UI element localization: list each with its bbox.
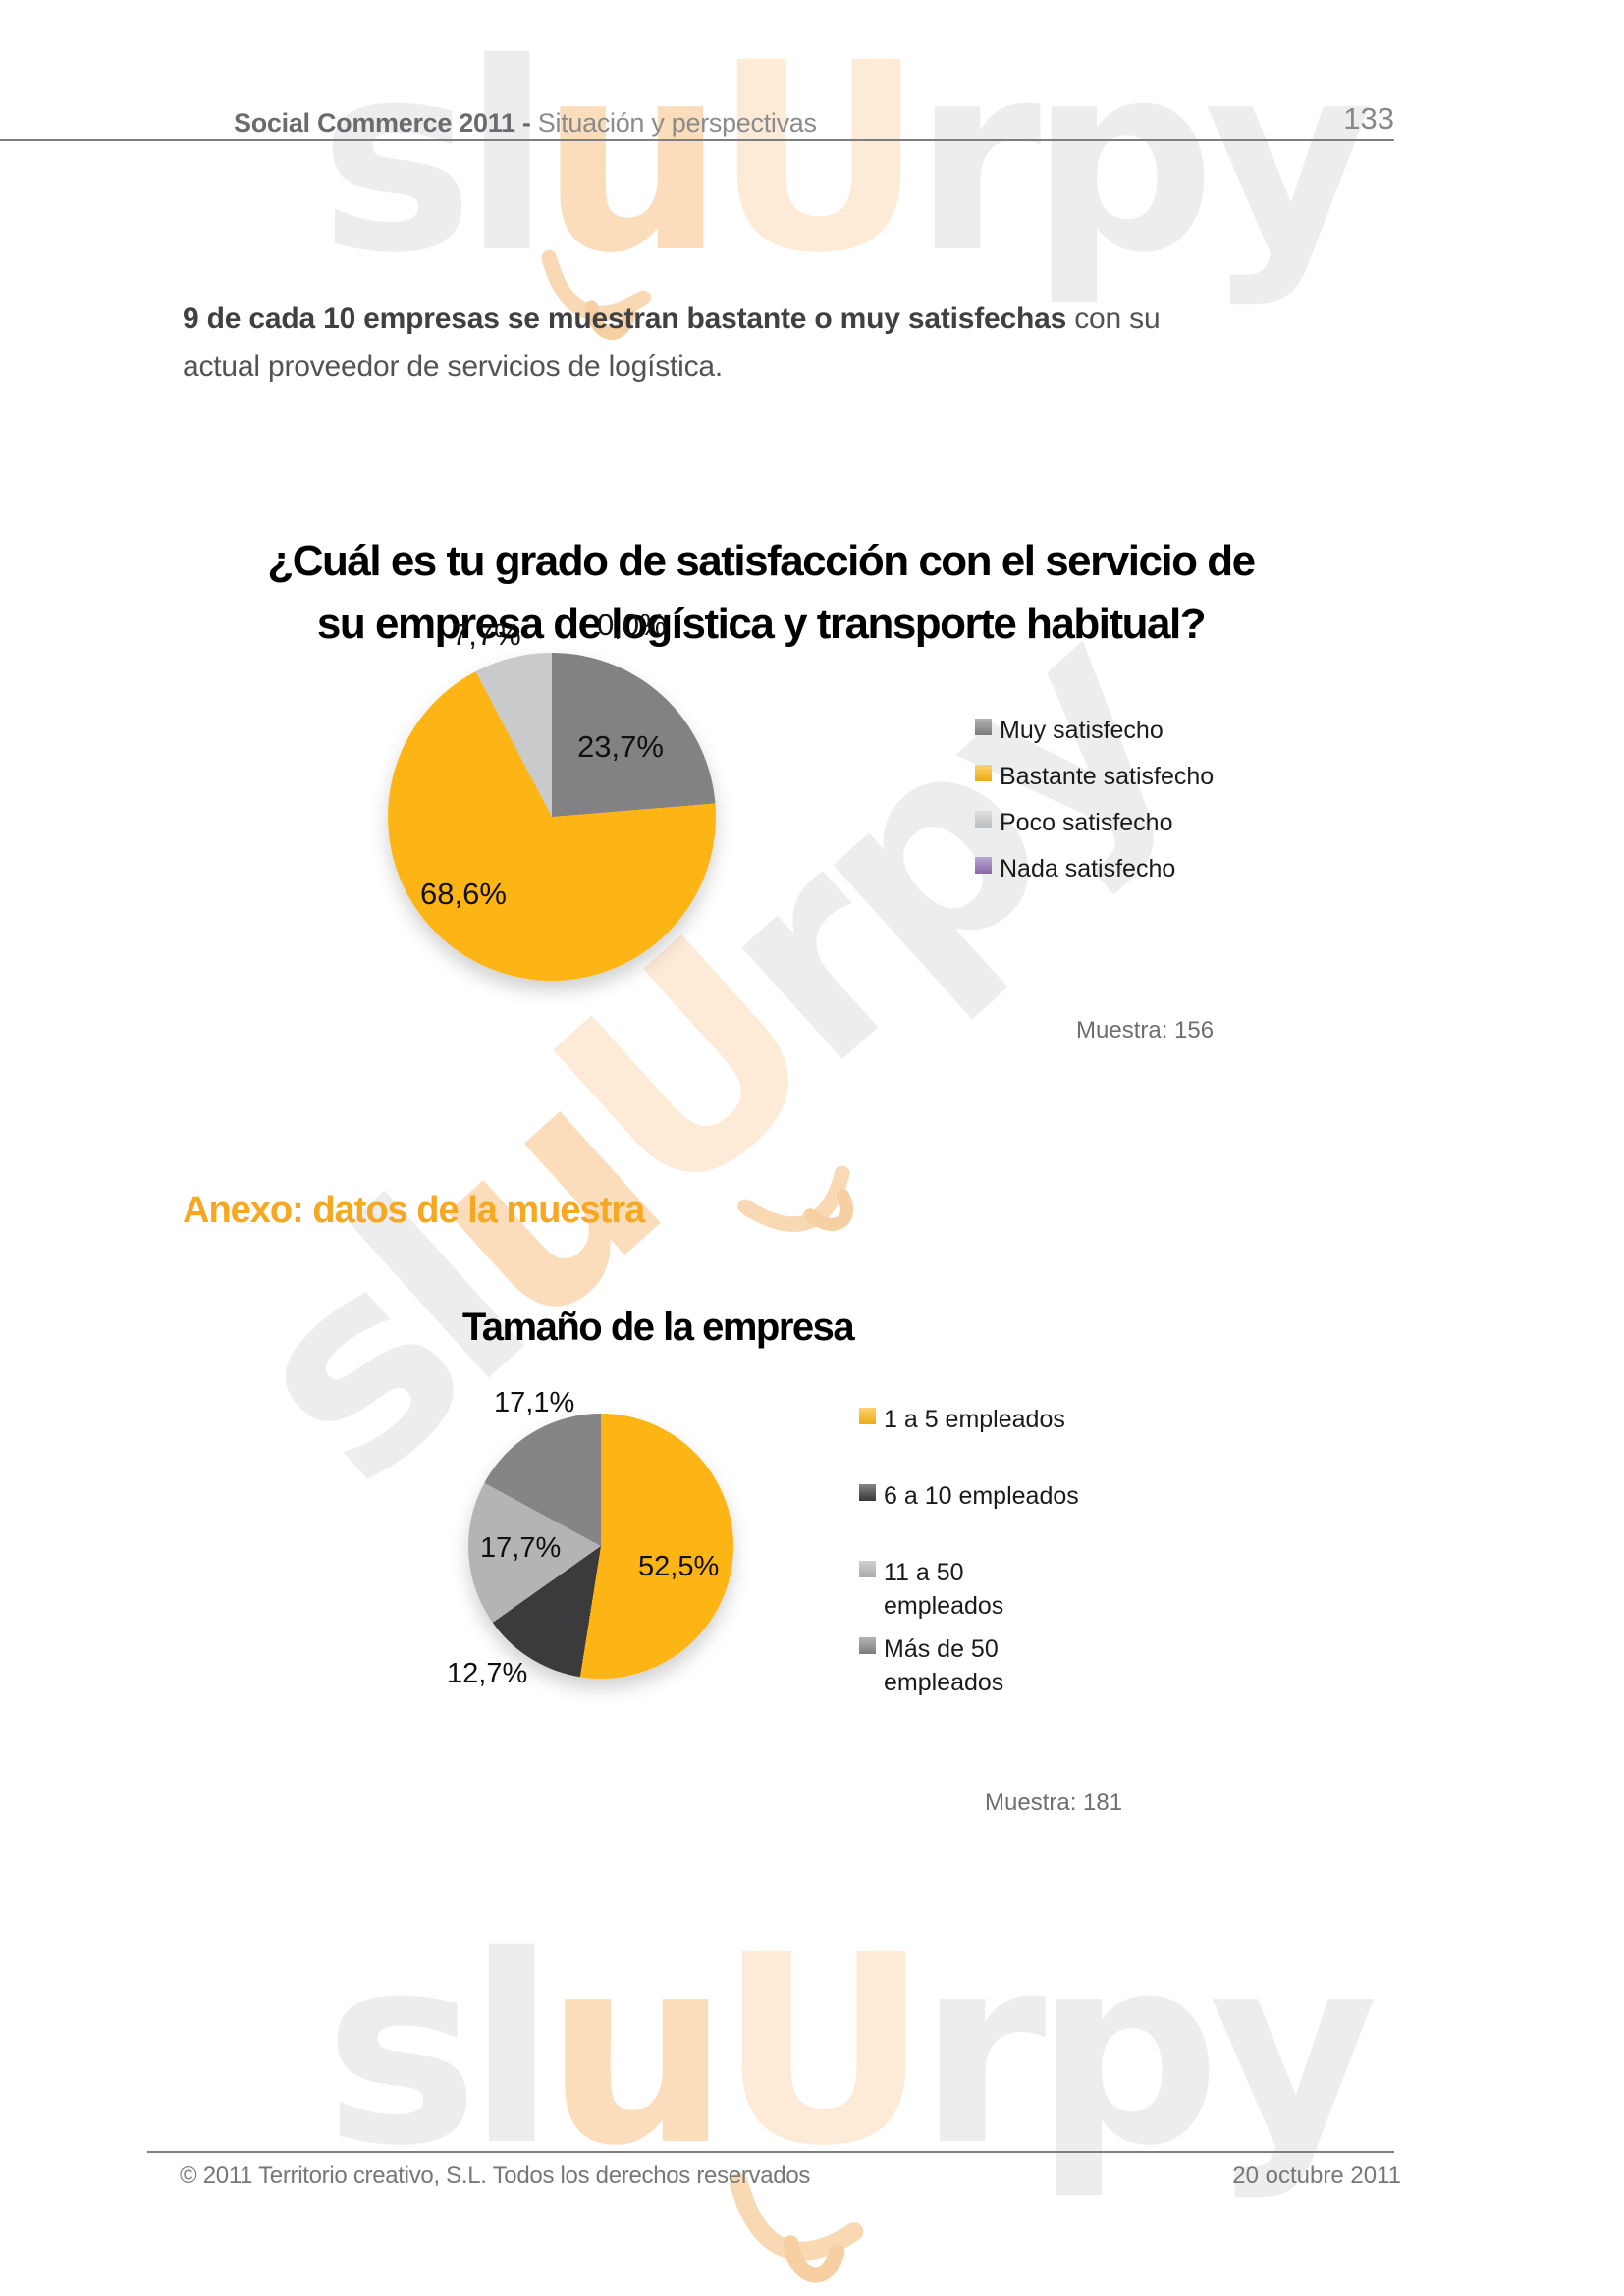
pie-value-label: 12,7% [447,1658,528,1689]
legend-label: Bastante satisfecho [1000,763,1215,790]
watermark-part: u [544,1900,731,2203]
legend-item: 6 a 10 empleados [859,1480,1154,1514]
legend-item: 11 a 50 empleados [859,1557,1026,1624]
legend-item: Nada satisfecho [975,853,1289,886]
watermark-part: sl [324,1900,557,2203]
legend-item: Poco satisfecho [975,807,1289,840]
intro-paragraph: 9 de cada 10 empresas se muestran bastan… [183,294,1312,391]
legend-label: 1 a 5 empleados [884,1406,1065,1433]
watermark-part: U [713,8,924,310]
legend-label: Más de 50 empleados [884,1635,1004,1696]
legend-swatch-icon [859,1561,876,1577]
watermark-part: rpy [912,8,1374,310]
company-size-chart-title: Tamaño de la empresa [461,1306,855,1349]
legend-swatch-icon [859,1637,876,1654]
sample-size-note: Muestra: 156 [1076,1017,1215,1043]
pie-value-label: 17,7% [480,1532,562,1564]
chart-title-line2: su empresa de logística y transporte hab… [316,600,1207,648]
legend-swatch-icon [975,811,992,828]
intro-line2: actual proveedor de servicios de logísti… [183,350,724,383]
watermark-part: sl [319,8,552,310]
legend-item: Muy satisfecho [975,715,1289,748]
watermark-part: U [718,1900,929,2203]
header-title-bold: Social Commerce 2011 - [234,108,531,137]
pie-value-label: 0,0% [597,608,667,642]
watermark-tongue-icon [542,249,651,340]
pie-value-label: 7,7% [452,617,521,652]
company-size-pie-chart [468,1414,733,1679]
legend-item: 1 a 5 empleados [859,1404,1154,1437]
header-title-subtitle: Situación y perspectivas [537,108,817,137]
satisfaction-pie-chart [388,653,716,981]
chart-title-line1: ¿Cuál es tu grado de satisfacción con el… [267,537,1256,585]
sample-size-note: Muestra: 181 [985,1789,1123,1816]
legend-label: 6 a 10 empleados [884,1482,1079,1510]
footer-rule [147,2151,1394,2153]
legend-label: Muy satisfecho [1000,717,1164,744]
pie-value-label: 68,6% [420,877,507,911]
watermark-part: u [539,8,726,310]
header-title: Social Commerce 2011 - Situación y persp… [234,108,817,138]
header-rule [0,139,1394,141]
legend-label: Nada satisfecho [1000,855,1176,882]
legend-swatch-icon [975,857,992,874]
page-number: 133 [1343,101,1394,135]
legend-swatch-icon [859,1484,876,1501]
legend-item: Bastante satisfecho [975,761,1289,794]
pie-value-label: 23,7% [577,729,664,764]
footer-copyright: © 2011 Territorio creativo, S.L. Todos l… [180,2163,811,2189]
intro-bold-text: 9 de cada 10 empresas se muestran bastan… [183,302,1067,335]
watermark-text: sluUrpy [319,29,1374,290]
legend-swatch-icon [975,765,992,781]
legend-label: 11 a 50 empleados [884,1559,1004,1620]
satisfaction-chart-title: ¿Cuál es tu grado de satisfacción con el… [157,530,1365,656]
legend-swatch-icon [975,719,992,735]
watermark-part: rpy [917,1900,1379,2203]
pie-value-label: 52,5% [638,1551,720,1582]
watermark-tongue-icon [737,1165,854,1232]
watermark-text: sluUrpy [324,1922,1379,2182]
watermark-tongue-icon [729,2173,864,2283]
annex-section-heading: Anexo: datos de la muestra [183,1190,645,1231]
pie-value-label: 17,1% [494,1387,575,1418]
legend-label: Poco satisfecho [1000,809,1173,836]
intro-regular-text: con su [1066,302,1161,335]
legend-item: Más de 50 empleados [859,1633,1036,1700]
footer-date: 20 octubre 2011 [1232,2163,1401,2189]
legend-swatch-icon [859,1408,876,1424]
